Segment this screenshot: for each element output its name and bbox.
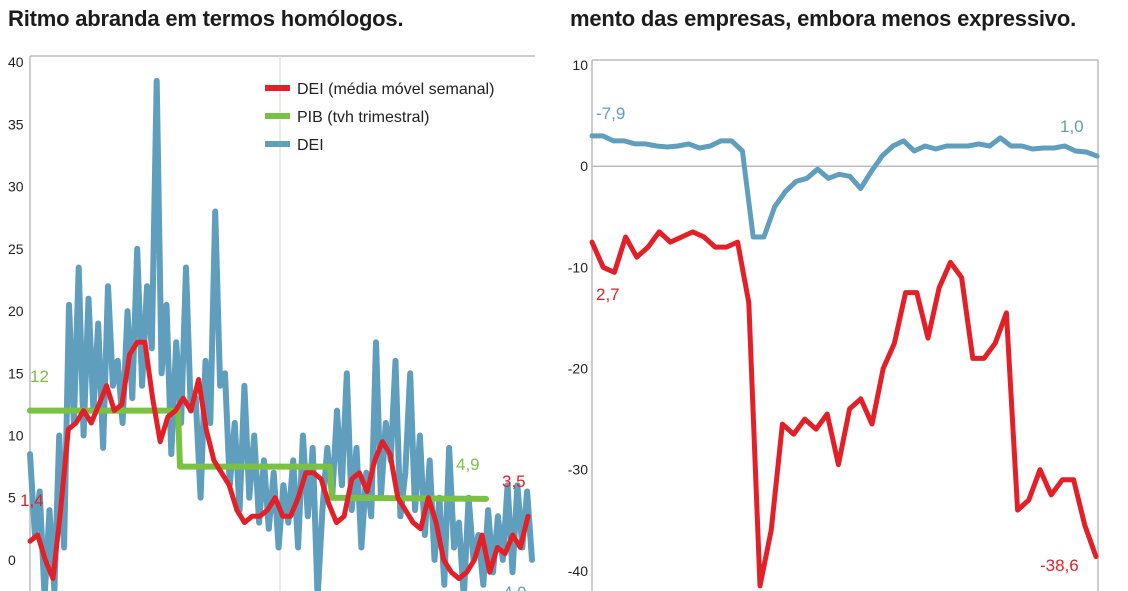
- left-y-tick-label: 35: [8, 116, 24, 132]
- left-y-tick-label: 15: [8, 365, 24, 381]
- left-y-tick-label: 5: [8, 490, 16, 506]
- chart-right-caption: mento das empresas, embora menos express…: [570, 6, 1076, 31]
- left-y-tick-label: 40: [8, 54, 24, 70]
- legend-entry: DEI (média móvel semanal): [297, 81, 494, 98]
- left-y-tick-label: 0: [8, 552, 16, 568]
- legend-entry: DEI: [297, 137, 324, 154]
- label-pib-end: 4,9: [456, 455, 480, 474]
- left-y-tick-label: 20: [8, 303, 24, 319]
- chart-left-caption: Ritmo abranda em termos homólogos.: [8, 6, 404, 31]
- legend-entry: PIB (tvh trimestral): [297, 109, 429, 126]
- series-line-dei_ma: [27, 339, 531, 582]
- chart-left-legend: DEI (média móvel semanal) PIB (tvh trimes…: [265, 81, 494, 154]
- chart-left-series: [27, 77, 535, 591]
- label-pib-start: 12: [30, 367, 49, 386]
- label-dei-end: 4,9: [503, 583, 527, 591]
- chart-left-labels: 1,4 12 4,9 3,5 4,9: [20, 367, 527, 591]
- label-dei-ma-end: 3,5: [502, 472, 526, 491]
- left-y-tick-label: 25: [8, 241, 24, 257]
- left-y-tick-label: 30: [8, 179, 24, 195]
- chart-left-axes: 0 5 10 15 20 25 30 35 40: [8, 54, 535, 591]
- left-y-tick-label: 10: [8, 427, 24, 443]
- label-dei-ma-start: 1,4: [20, 491, 44, 510]
